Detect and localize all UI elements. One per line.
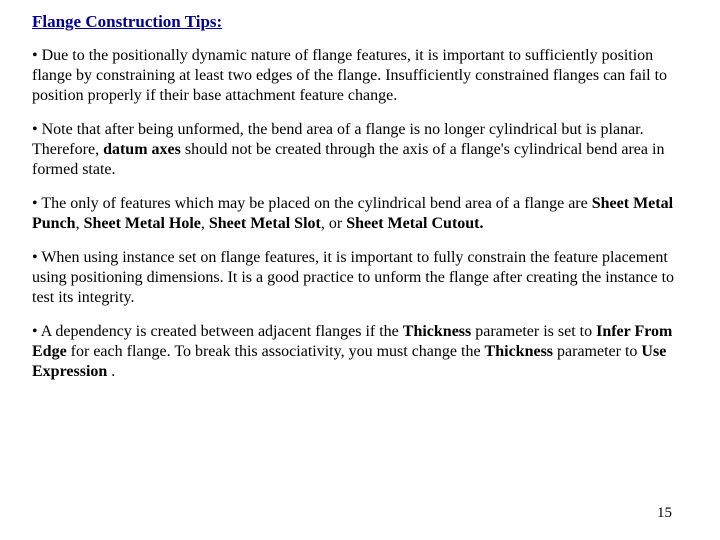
bold-term: Sheet Metal Hole [84, 215, 201, 232]
bold-term: Sheet Metal Cutout. [346, 215, 483, 232]
text-segment: , [76, 215, 84, 232]
tip-paragraph-3: • The only of features which may be plac… [32, 194, 682, 234]
section-heading: Flange Construction Tips: [32, 12, 682, 32]
text-segment: for each flange. To break this associati… [67, 343, 485, 360]
tip-paragraph-1: • Due to the positionally dynamic nature… [32, 46, 682, 106]
text-segment: • A dependency is created between adjace… [32, 323, 403, 340]
text-segment: . [107, 363, 115, 380]
tip-paragraph-4: • When using instance set on flange feat… [32, 248, 682, 308]
text-segment: , [201, 215, 209, 232]
tip-paragraph-2: • Note that after being unformed, the be… [32, 120, 682, 180]
text-segment: parameter is set to [471, 323, 596, 340]
bold-term: Thickness [485, 343, 553, 360]
bold-term: Sheet Metal Slot [209, 215, 321, 232]
tip-paragraph-5: • A dependency is created between adjace… [32, 322, 682, 382]
text-segment: , or [321, 215, 346, 232]
text-segment: • The only of features which may be plac… [32, 195, 592, 212]
bold-term: datum axes [103, 141, 181, 158]
text-segment: parameter to [553, 343, 641, 360]
bold-term: Thickness [403, 323, 471, 340]
page-number: 15 [657, 505, 672, 522]
